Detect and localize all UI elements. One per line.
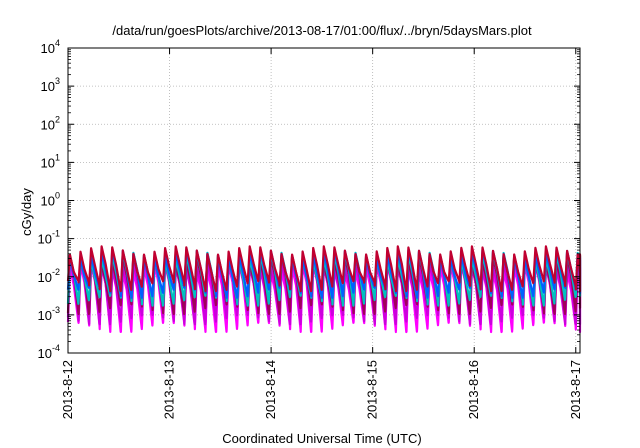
y-tick-label: 101	[41, 152, 60, 170]
y-tick-exponent: -4	[52, 343, 60, 353]
y-tick-base: 10	[38, 270, 52, 285]
x-tick-label: 2013-8-17	[568, 360, 583, 419]
y-tick-base: 10	[41, 155, 55, 170]
y-tick-exponent: 0	[55, 191, 60, 201]
series-lines	[66, 245, 582, 334]
y-tick-base: 10	[41, 194, 55, 209]
y-tick-base: 10	[41, 41, 55, 56]
x-axis: 2013-8-12 2013-8-13 2013-8-14 2013-8-15 2013…	[60, 48, 583, 419]
y-tick-exponent: 3	[55, 76, 60, 86]
y-tick-label: 10-4	[38, 343, 60, 361]
y-tick-base: 10	[41, 117, 55, 132]
y-tick-base: 10	[41, 79, 55, 94]
chart-title: /data/run/goesPlots/archive/2013-08-17/0…	[112, 23, 532, 38]
x-axis-label: Coordinated Universal Time (UTC)	[222, 431, 421, 446]
y-tick-label: 102	[41, 114, 60, 132]
y-tick-exponent: 2	[55, 114, 60, 124]
y-tick-exponent: -2	[52, 267, 60, 277]
x-tick-label: 2013-8-12	[60, 360, 75, 419]
y-tick-exponent: -1	[52, 229, 60, 239]
y-tick-base: 10	[38, 232, 52, 247]
series-line	[66, 245, 582, 293]
y-tick-label: 104	[41, 38, 60, 56]
y-tick-label: 100	[41, 191, 60, 209]
y-tick-base: 10	[38, 346, 52, 361]
x-tick-label: 2013-8-16	[466, 360, 481, 419]
y-tick-exponent: 1	[55, 152, 60, 162]
y-tick-label: 10-1	[38, 229, 60, 247]
y-tick-label: 10-3	[38, 305, 60, 323]
x-tick-label: 2013-8-15	[365, 360, 380, 419]
y-tick-label: 10-2	[38, 267, 60, 285]
y-axis-label: cGy/day	[19, 188, 34, 236]
y-tick-exponent: -3	[52, 305, 60, 315]
y-tick-label: 103	[41, 76, 60, 94]
x-tick-label: 2013-8-13	[162, 360, 177, 419]
x-tick-label: 2013-8-14	[263, 360, 278, 419]
y-tick-base: 10	[38, 308, 52, 323]
y-tick-exponent: 4	[55, 38, 60, 48]
